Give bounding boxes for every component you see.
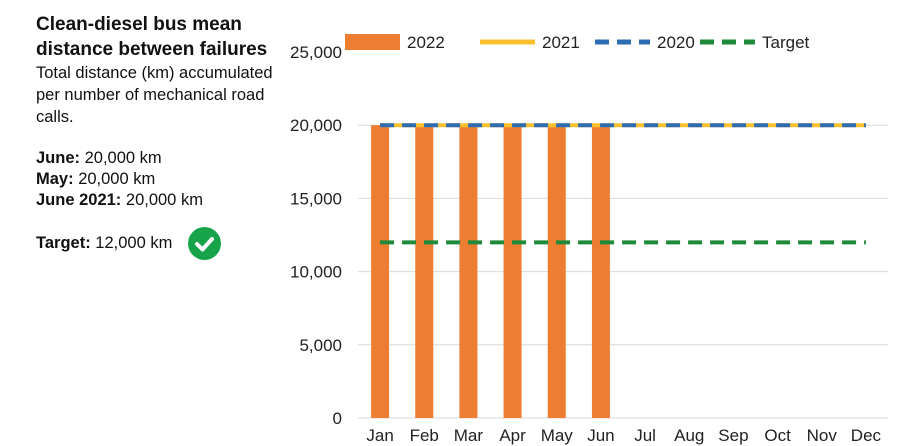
bar-2022-Apr bbox=[503, 125, 522, 418]
target-value: 12,000 km bbox=[95, 234, 173, 252]
y-tick-label: 5,000 bbox=[299, 336, 342, 355]
y-tick-label: 10,000 bbox=[290, 263, 342, 282]
y-tick-label: 15,000 bbox=[290, 189, 342, 208]
stat-june-2021: June 2021: 20,000 km bbox=[36, 190, 276, 211]
x-tick-label: Jun bbox=[587, 426, 614, 445]
x-tick-label: Oct bbox=[764, 426, 791, 445]
check-circle-icon bbox=[188, 227, 222, 260]
y-tick-label: 20,000 bbox=[290, 116, 342, 135]
x-tick-label: Sep bbox=[718, 426, 748, 445]
stat-label: May: bbox=[36, 170, 74, 188]
stat-june: June: 20,000 km bbox=[36, 148, 276, 169]
bar-2022-Mar bbox=[459, 125, 478, 418]
legend-label-Target: Target bbox=[762, 33, 810, 52]
bar-2022-Jun bbox=[591, 125, 610, 418]
x-tick-label: Dec bbox=[851, 426, 882, 445]
y-tick-label: 0 bbox=[333, 409, 342, 428]
y-tick-label: 25,000 bbox=[290, 43, 342, 62]
stat-value: 20,000 km bbox=[84, 149, 162, 167]
legend-label-2021: 2021 bbox=[542, 33, 580, 52]
x-tick-label: Apr bbox=[499, 426, 526, 445]
legend-label-2022: 2022 bbox=[407, 33, 445, 52]
x-tick-label: May bbox=[541, 426, 574, 445]
x-tick-label: Aug bbox=[674, 426, 704, 445]
panel-title: Clean-diesel bus mean distance between f… bbox=[36, 14, 268, 60]
bar-2022-Jan bbox=[371, 125, 390, 418]
x-tick-label: Feb bbox=[410, 426, 439, 445]
bar-2022-May bbox=[547, 125, 566, 418]
summary-panel: Clean-diesel bus mean distance between f… bbox=[36, 12, 276, 260]
x-tick-label: Jan bbox=[366, 426, 393, 445]
bar-2022-Feb bbox=[415, 125, 434, 418]
legend-label-2020: 2020 bbox=[657, 33, 695, 52]
stat-may: May: 20,000 km bbox=[36, 169, 276, 190]
target-label: Target: bbox=[36, 234, 91, 252]
x-tick-label: Jul bbox=[634, 426, 656, 445]
x-tick-label: Nov bbox=[807, 426, 838, 445]
target-stat: Target: 12,000 km bbox=[36, 227, 276, 260]
stat-value: 20,000 km bbox=[78, 170, 156, 188]
stat-label: June: bbox=[36, 149, 81, 167]
stat-label: June 2021: bbox=[36, 191, 122, 209]
legend-swatch-2022 bbox=[345, 34, 400, 50]
panel-description: Total distance (km) accumulated per numb… bbox=[36, 64, 273, 126]
x-tick-label: Mar bbox=[454, 426, 484, 445]
stat-value: 20,000 km bbox=[125, 191, 203, 209]
